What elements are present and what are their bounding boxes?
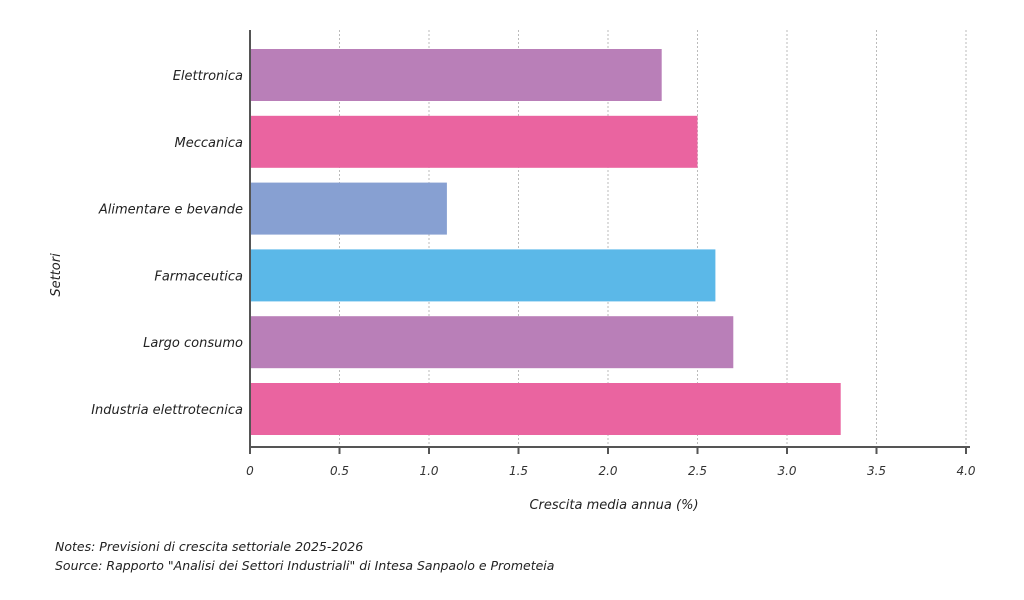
y-tick-label: Farmaceutica xyxy=(154,269,243,284)
notes-text: Notes: Previsioni di crescita settoriale… xyxy=(55,539,364,554)
x-tick-label: 1.0 xyxy=(419,464,438,478)
x-axis-label: Crescita media annua (%) xyxy=(529,498,698,513)
y-axis-label: Settori xyxy=(49,253,64,297)
x-tick-label: 0.5 xyxy=(330,464,349,478)
bar-industria-elettrotecnica xyxy=(250,383,841,435)
y-tick-label: Meccanica xyxy=(175,136,243,151)
bar-farmaceutica xyxy=(250,249,716,302)
x-tick-label: 3.0 xyxy=(777,464,796,478)
x-tick-label: 4.0 xyxy=(956,464,975,478)
x-tick-label: 3.5 xyxy=(867,464,886,478)
y-tick-label: Largo consumo xyxy=(143,336,243,351)
source-text: Source: Rapporto "Analisi dei Settori In… xyxy=(55,558,555,573)
bar-largo-consumo xyxy=(250,316,734,369)
y-tick-label: Alimentare e bevande xyxy=(98,203,243,218)
y-tick-label: Elettronica xyxy=(173,69,243,84)
x-tick-label: 1.5 xyxy=(509,464,528,478)
y-tick-label: Industria elettrotecnica xyxy=(91,403,243,418)
x-tick-label: 2.5 xyxy=(688,464,707,478)
x-tick-label: 2.0 xyxy=(598,464,617,478)
x-tick-label: 0 xyxy=(246,464,254,478)
bar-elettronica xyxy=(250,49,662,101)
bar-meccanica xyxy=(250,115,698,168)
bar-alimentare-e-bevande xyxy=(250,182,447,235)
